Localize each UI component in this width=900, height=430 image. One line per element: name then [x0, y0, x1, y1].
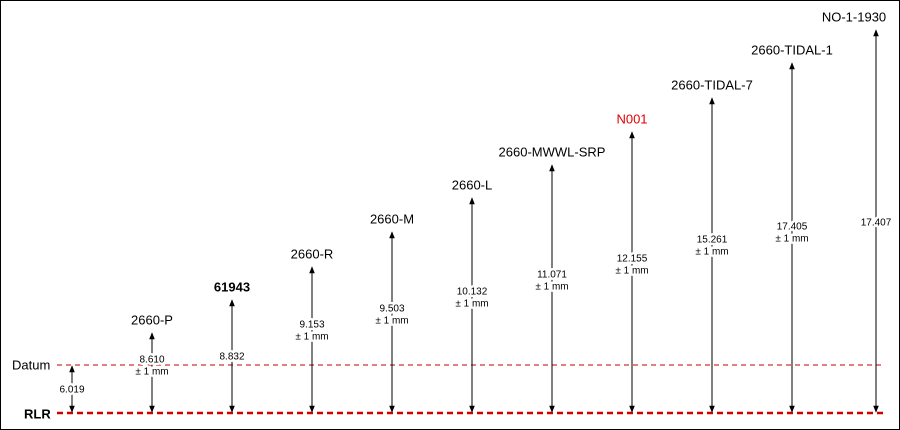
benchmark-name: 61943 — [214, 279, 250, 294]
benchmark-tolerance: ± 1 mm — [135, 367, 168, 378]
benchmark-tolerance: ± 1 mm — [375, 316, 408, 327]
benchmark-name: N001 — [616, 111, 647, 126]
benchmark-value: 9.153 — [299, 320, 324, 331]
datum-label: Datum — [12, 357, 50, 372]
benchmark-tolerance: ± 1 mm — [295, 332, 328, 343]
benchmark-name: 2660-P — [131, 312, 173, 327]
benchmark-value: 15.261 — [697, 235, 728, 246]
benchmark-value: 10.132 — [457, 287, 488, 298]
benchmark-tolerance: ± 1 mm — [695, 247, 728, 258]
benchmark-value: 8.610 — [139, 355, 164, 366]
benchmark-tolerance: ± 1 mm — [615, 266, 648, 277]
benchmark-value: 17.405 — [777, 222, 808, 233]
benchmark-name: 2660-L — [452, 177, 492, 192]
benchmark-name: 2660-R — [291, 246, 334, 261]
benchmark-value: 17.407 — [861, 218, 892, 229]
benchmark-value: 9.503 — [379, 304, 404, 315]
datum-value: 6.019 — [59, 385, 84, 396]
benchmark-name: NO-1-1930 — [822, 9, 886, 24]
benchmark-name: 2660-M — [370, 211, 414, 226]
benchmark-tolerance: ± 1 mm — [535, 282, 568, 293]
benchmark-name: 2660-MWWL-SRP — [499, 144, 606, 159]
benchmark-value: 12.155 — [617, 254, 648, 265]
benchmark-tolerance: ± 1 mm — [455, 299, 488, 310]
benchmark-name: 2660-TIDAL-1 — [751, 42, 833, 57]
rlr-label: RLR — [24, 406, 51, 421]
benchmark-name: 2660-TIDAL-7 — [671, 77, 753, 92]
benchmark-value: 8.832 — [219, 352, 244, 363]
benchmark-value: 11.071 — [537, 270, 567, 281]
benchmark-tolerance: ± 1 mm — [775, 234, 808, 245]
